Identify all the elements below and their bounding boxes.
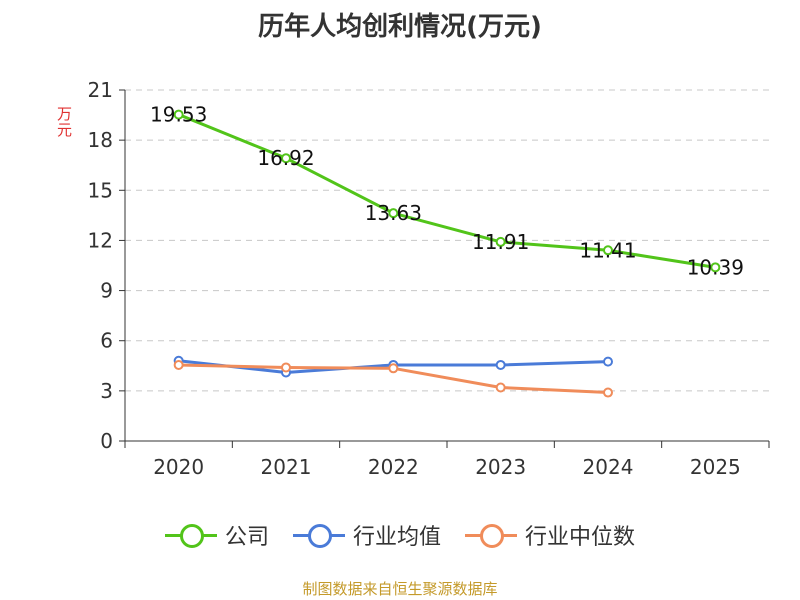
data-point xyxy=(281,362,291,373)
y-tick-label: 9 xyxy=(100,279,113,303)
data-label: 19.53 xyxy=(150,103,207,127)
data-point xyxy=(173,359,184,370)
legend-label: 公司 xyxy=(224,525,269,550)
y-axis-unit-label: 万元 xyxy=(55,106,73,138)
legend-line-marker-icon xyxy=(292,523,345,548)
series-layer xyxy=(173,109,721,398)
source-note: 制图数据来自恒生聚源数据库 xyxy=(302,580,498,598)
grid-lines xyxy=(125,89,769,392)
legend-label: 行业中位数 xyxy=(525,525,636,550)
data-label: 11.91 xyxy=(472,230,529,254)
y-tick-label: 18 xyxy=(88,128,113,152)
x-tick-label: 2023 xyxy=(475,455,526,479)
data-label: 10.39 xyxy=(687,255,744,279)
axes: 0 3 6 9 12 15 18 21 2020 2021 2022 2023 2024 2025 xyxy=(88,78,770,479)
data-point xyxy=(603,387,613,398)
legend-item[interactable]: 公司 xyxy=(164,519,269,551)
data-label: 11.41 xyxy=(579,238,636,262)
x-tick-label: 2025 xyxy=(690,455,741,479)
y-tick-label: 6 xyxy=(100,329,113,353)
legend-item[interactable]: 行业均值 xyxy=(292,519,441,551)
data-point xyxy=(603,356,613,367)
data-point xyxy=(710,262,721,273)
x-tick-label: 2021 xyxy=(261,455,312,479)
legend-line-marker-icon xyxy=(465,523,517,548)
data-point xyxy=(388,363,399,374)
data-point xyxy=(388,208,399,219)
legend-item[interactable]: 行业中位数 xyxy=(465,519,635,551)
x-tick-label: 2024 xyxy=(583,455,634,479)
y-tick-label: 3 xyxy=(100,379,113,403)
x-tick-label: 2022 xyxy=(368,455,419,479)
series-line xyxy=(178,113,716,269)
y-tick-label: 15 xyxy=(88,178,113,202)
data-point xyxy=(173,109,184,120)
data-labels-layer: 19.53 16.92 13.63 11.91 11.41 10.39 xyxy=(150,103,744,280)
chart-title: 历年人均创利情况(万元) xyxy=(258,12,542,42)
data-label: 16.92 xyxy=(257,146,314,170)
y-tick-label: 21 xyxy=(88,78,113,102)
y-tick-label: 12 xyxy=(88,228,113,252)
data-point xyxy=(603,245,613,256)
legend: 公司 行业均值 行业中位数 xyxy=(0,519,800,551)
x-tick-label: 2020 xyxy=(153,455,204,479)
data-point xyxy=(281,153,291,164)
data-label: 13.63 xyxy=(365,201,422,225)
data-point xyxy=(495,236,506,247)
data-point xyxy=(495,382,506,393)
data-point xyxy=(495,359,506,370)
legend-label: 行业均值 xyxy=(352,525,441,550)
y-tick-label: 0 xyxy=(100,429,113,453)
legend-line-marker-icon xyxy=(164,523,217,548)
